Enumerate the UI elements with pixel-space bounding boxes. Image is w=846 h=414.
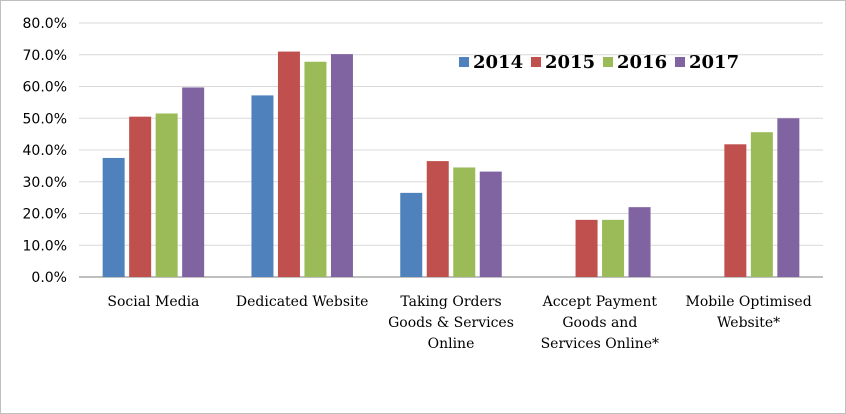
x-category-line: Accept Payment bbox=[542, 294, 658, 310]
bar bbox=[182, 87, 205, 277]
x-category-line: Goods and bbox=[562, 315, 637, 331]
bar bbox=[129, 116, 152, 277]
legend-label: 2014 bbox=[473, 52, 523, 73]
x-axis: Social Media Dedicated Website Taking Orde… bbox=[107, 294, 811, 352]
legend-swatch bbox=[603, 57, 613, 67]
y-tick-label: 30.0% bbox=[23, 175, 67, 191]
y-tick-label: 50.0% bbox=[23, 111, 67, 127]
bar bbox=[155, 113, 178, 277]
bar bbox=[628, 207, 651, 277]
bars bbox=[102, 51, 800, 278]
x-category-line: Online bbox=[428, 336, 475, 352]
bar bbox=[426, 161, 449, 277]
y-tick-label: 40.0% bbox=[23, 143, 67, 159]
y-tick-label: 80.0% bbox=[23, 16, 67, 32]
x-category-line: Goods & Services bbox=[388, 315, 514, 331]
legend-label: 2016 bbox=[617, 52, 667, 73]
x-category-line: Dedicated Website bbox=[236, 294, 369, 310]
y-tick-label: 10.0% bbox=[23, 238, 67, 254]
bar bbox=[102, 157, 125, 277]
bar bbox=[453, 167, 476, 277]
x-category-label: Accept Payment Goods and Services Online* bbox=[541, 294, 659, 352]
x-category-line: Taking Orders bbox=[400, 294, 501, 310]
x-category-label: Dedicated Website bbox=[236, 294, 369, 310]
x-category-line: Social Media bbox=[107, 294, 199, 310]
legend-swatch bbox=[459, 57, 469, 67]
y-tick-label: 70.0% bbox=[23, 48, 67, 64]
y-tick-label: 60.0% bbox=[23, 80, 67, 96]
legend-swatch bbox=[531, 57, 541, 67]
x-category-label: Mobile Optimised Website* bbox=[686, 294, 812, 331]
bar bbox=[330, 54, 353, 277]
bar bbox=[400, 192, 423, 277]
y-tick-label: 20.0% bbox=[23, 207, 67, 223]
legend-label: 2015 bbox=[545, 52, 595, 73]
bar bbox=[251, 95, 274, 277]
x-category-line: Mobile Optimised bbox=[686, 294, 812, 310]
bar bbox=[575, 219, 598, 277]
x-category-label: Social Media bbox=[107, 294, 199, 310]
bar bbox=[304, 61, 327, 277]
bar bbox=[277, 51, 300, 278]
bar bbox=[724, 144, 747, 277]
y-tick-label: 0.0% bbox=[31, 270, 67, 286]
x-category-label: Taking Orders Goods & Services Online bbox=[388, 294, 514, 352]
legend-label: 2017 bbox=[689, 52, 739, 73]
y-axis: 0.0% 10.0% 20.0% 30.0% 40.0% 50.0% 60.0% 70.0% 8… bbox=[23, 16, 67, 286]
bar bbox=[750, 132, 773, 277]
x-category-line: Services Online* bbox=[541, 336, 659, 352]
bar bbox=[777, 118, 800, 277]
x-category-line: Website* bbox=[717, 315, 780, 331]
legend-swatch bbox=[675, 57, 685, 67]
legend: 2014 2015 2016 2017 bbox=[459, 52, 739, 73]
bar bbox=[602, 219, 625, 277]
bar bbox=[479, 171, 502, 277]
